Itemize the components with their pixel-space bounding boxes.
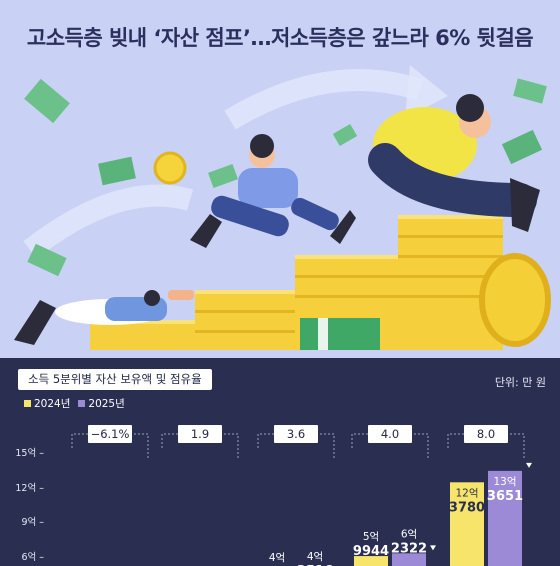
bar-2025: [488, 470, 522, 566]
y-tick-label: 12억 –: [15, 482, 44, 494]
value-label-man: 1855: [259, 565, 295, 566]
bill-icon: [501, 129, 543, 165]
legend-swatch-2024: [24, 400, 31, 407]
chart-title: 소득 5분위별 자산 보유액 및 점유율: [18, 369, 212, 390]
hero-illustration-area: 고소득층 빚내 ‘자산 점프’…저소득층은 갚느라 6% 뒷걸음: [0, 0, 560, 358]
value-label-man: 9944: [353, 544, 389, 559]
bill-icon: [513, 78, 547, 104]
money-bundle: [300, 318, 380, 350]
change-label: 8.0: [477, 427, 495, 441]
bar-2025: [392, 553, 426, 566]
bar-2024: [354, 556, 388, 566]
illustration: [14, 65, 551, 350]
legend-label-2025: 2025년: [88, 398, 125, 410]
change-label-box: [178, 425, 222, 443]
y-tick-label: 9억 –: [21, 516, 44, 528]
bill-icon: [208, 164, 238, 188]
value-label-eok: 4억: [307, 551, 323, 563]
lying-figure: [14, 290, 194, 345]
legend-item-2024: 2024년: [24, 396, 70, 411]
change-label: −6.1%: [91, 427, 130, 441]
value-label-eok: 4억: [269, 552, 285, 564]
arrowhead: [526, 462, 532, 468]
bar-chart: 15억 –12억 –9억 –6억 –−6.1%1.93.64.08.02억4억1…: [15, 425, 532, 566]
legend-item-2025: 2025년: [78, 396, 125, 411]
change-label-box: [88, 425, 132, 443]
big-coin-icon: [479, 253, 551, 347]
value-label-eok: 13억: [493, 476, 516, 488]
bill-icon: [24, 78, 70, 124]
legend-label-2024: 2024년: [34, 398, 71, 410]
value-label-eok: 12억: [455, 487, 478, 499]
change-label: 3.6: [287, 427, 305, 441]
value-label-man: 3780: [449, 500, 485, 515]
change-label-box: [274, 425, 318, 443]
coin-stack-2: [195, 290, 305, 350]
change-label-box: [464, 425, 508, 443]
y-tick-label: 15억 –: [15, 447, 44, 459]
value-label-man: 2322: [391, 541, 427, 556]
chart-panel: 15억 –12억 –9억 –6억 –−6.1%1.93.64.08.02억4억1…: [0, 358, 560, 566]
unit-label: 단위: 만 원: [494, 376, 546, 389]
value-label-man: 2516: [297, 564, 333, 566]
y-tick-label: 6억 –: [21, 551, 44, 563]
bill-icon: [98, 156, 136, 186]
legend-swatch-2025: [78, 400, 86, 407]
value-label-eok: 5억: [363, 531, 379, 543]
coin-icon: [153, 151, 187, 185]
running-figure: [190, 134, 356, 248]
bar-2024: [450, 482, 484, 566]
legend: 2024년 2025년: [24, 396, 125, 411]
change-label: 4.0: [381, 427, 399, 441]
bill-icon: [27, 243, 67, 277]
value-label-eok: 6억: [401, 528, 417, 540]
bill-icon: [332, 123, 358, 147]
arrowhead: [430, 545, 436, 551]
value-label-man: 3651: [487, 489, 523, 504]
headline: 고소득층 빚내 ‘자산 점프’…저소득층은 갚느라 6% 뒷걸음: [26, 26, 534, 50]
change-label-box: [368, 425, 412, 443]
change-label: 1.9: [191, 427, 209, 441]
jumping-figure: [368, 94, 540, 232]
